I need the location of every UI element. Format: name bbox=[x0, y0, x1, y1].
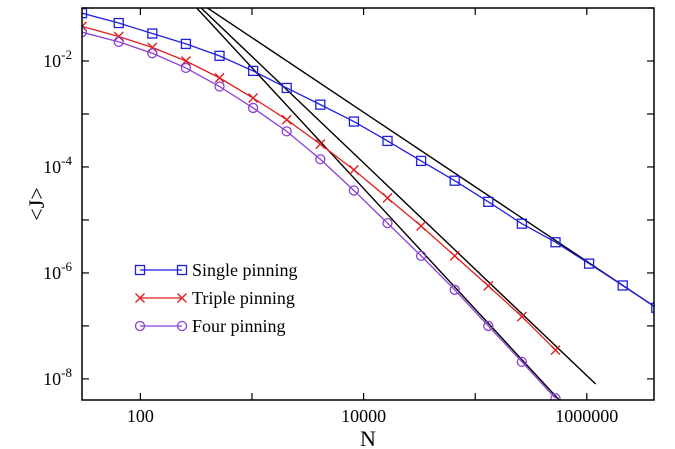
x-tick-label: 1000000 bbox=[555, 406, 618, 426]
data-point bbox=[415, 155, 427, 167]
legend-marker bbox=[176, 264, 188, 276]
data-point bbox=[651, 302, 654, 313]
data-point bbox=[483, 320, 494, 332]
data-point bbox=[147, 48, 158, 59]
data-point bbox=[550, 393, 561, 400]
data-point bbox=[449, 175, 460, 186]
data-point bbox=[113, 36, 124, 47]
data-point bbox=[416, 220, 427, 231]
data-point bbox=[583, 258, 595, 269]
series-x bbox=[82, 21, 561, 356]
legend-item: Triple pinning bbox=[135, 288, 295, 308]
data-point bbox=[315, 139, 326, 150]
data-point bbox=[449, 284, 460, 295]
axis-ticks: 100 10000 1000000 10-2 10-4 10-6 10-8 bbox=[43, 7, 654, 426]
data-point bbox=[113, 17, 124, 29]
series-square bbox=[82, 8, 654, 313]
data-point bbox=[348, 164, 359, 175]
data-point bbox=[550, 237, 561, 248]
data-point bbox=[382, 135, 393, 147]
data-point bbox=[180, 62, 192, 74]
data-point bbox=[516, 311, 527, 322]
fit-line bbox=[207, 8, 654, 308]
series-group bbox=[82, 8, 654, 400]
data-point bbox=[315, 154, 326, 165]
data-point bbox=[348, 185, 360, 196]
plot-frame bbox=[81, 7, 655, 401]
legend-label: Single pinning bbox=[192, 260, 298, 280]
data-point bbox=[147, 28, 158, 39]
legend-label: Four pinning bbox=[192, 316, 286, 336]
data-point bbox=[315, 99, 326, 110]
legend-item: Four pinning bbox=[134, 316, 286, 336]
data-point bbox=[550, 345, 561, 356]
y-tick-label: 10-6 bbox=[43, 259, 72, 283]
data-point bbox=[617, 280, 628, 291]
legend-label: Triple pinning bbox=[192, 288, 295, 308]
data-point bbox=[281, 126, 292, 137]
data-point bbox=[382, 192, 393, 203]
data-point bbox=[180, 38, 192, 50]
legend: Single pinning Triple pinning Four pinning bbox=[134, 260, 298, 336]
data-point bbox=[82, 27, 88, 38]
data-point bbox=[348, 116, 360, 127]
series-line bbox=[82, 12, 654, 308]
data-point bbox=[483, 280, 494, 291]
y-tick-label: 10-8 bbox=[43, 365, 72, 389]
legend-marker bbox=[135, 293, 145, 303]
x-tick-label: 10000 bbox=[341, 406, 386, 426]
data-point bbox=[449, 250, 460, 261]
data-point bbox=[214, 81, 225, 92]
x-axis-label: N bbox=[360, 426, 376, 449]
legend-item: Single pinning bbox=[134, 260, 298, 280]
data-point bbox=[248, 93, 259, 104]
data-point bbox=[281, 82, 292, 94]
y-tick-label: 10-4 bbox=[43, 153, 72, 177]
fit-line bbox=[200, 8, 597, 385]
data-point bbox=[247, 65, 259, 77]
legend-marker bbox=[176, 320, 188, 332]
data-point bbox=[483, 196, 494, 207]
data-point bbox=[214, 50, 225, 62]
series-line bbox=[82, 31, 556, 399]
data-point bbox=[247, 102, 259, 114]
data-point bbox=[82, 8, 88, 19]
legend-marker bbox=[134, 320, 146, 332]
x-tick-label: 100 bbox=[127, 406, 154, 426]
y-axis-label: <J> bbox=[24, 187, 49, 220]
legend-marker bbox=[177, 293, 187, 303]
data-point bbox=[281, 114, 292, 125]
legend-marker bbox=[134, 264, 146, 276]
data-point bbox=[214, 72, 225, 83]
data-point bbox=[415, 250, 427, 262]
data-point bbox=[382, 218, 393, 229]
series-circle bbox=[82, 27, 561, 400]
data-point bbox=[516, 218, 528, 229]
y-tick-label: 10-2 bbox=[43, 47, 72, 71]
data-point bbox=[516, 356, 528, 367]
data-point bbox=[113, 31, 124, 42]
